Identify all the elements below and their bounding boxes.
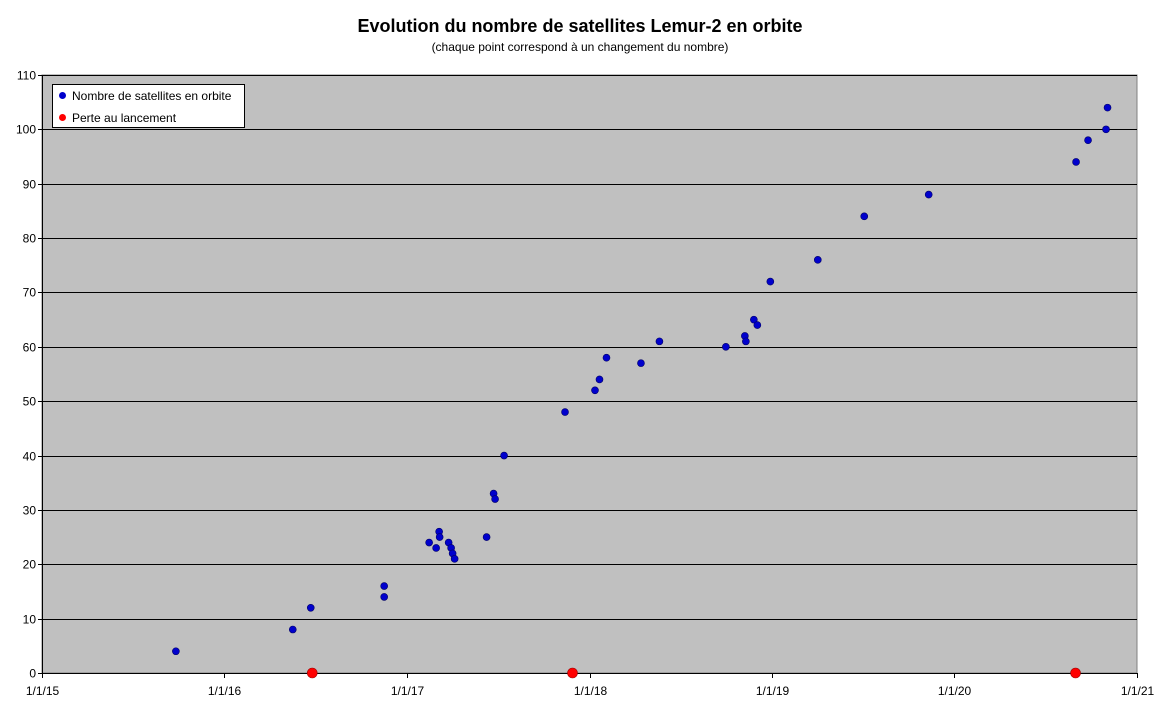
point-satellites-27	[753, 321, 762, 329]
point-satellites-20	[602, 353, 611, 362]
legend-swatch-satellites	[59, 92, 66, 100]
point-satellites-22	[655, 337, 664, 346]
point-satellites-31	[924, 190, 933, 199]
legend-entry-satellites: Nombre de satellites en orbite	[59, 88, 231, 104]
x-tick-label-6: 1/1/21	[1121, 684, 1155, 698]
point-satellites-19	[595, 375, 604, 384]
chart-subtitle: (chaque point correspond à un changement…	[431, 40, 729, 54]
point-satellites-1	[288, 625, 297, 634]
x-tick-label-4: 1/1/19	[756, 684, 790, 698]
gridlines	[42, 75, 1137, 620]
y-tick-label-20: 20	[23, 558, 37, 572]
point-satellites-18	[591, 386, 599, 395]
point-satellites-15	[491, 495, 499, 503]
point-satellites-29	[813, 256, 822, 264]
point-satellites-28	[766, 277, 775, 286]
plot-area	[41, 74, 1138, 674]
point-launch-loss-0	[306, 667, 318, 679]
y-tick-label-40: 40	[23, 450, 37, 464]
point-satellites-35	[1103, 103, 1112, 112]
y-tick-label-100: 100	[16, 123, 36, 137]
point-satellites-34	[1102, 125, 1110, 134]
point-launch-loss-2	[1070, 667, 1081, 679]
legend-label-launch-loss: Perte au lancement	[72, 111, 177, 125]
point-satellites-5	[425, 538, 433, 547]
legend-label-satellites: Nombre de satellites en orbite	[72, 89, 232, 103]
point-satellites-16	[500, 451, 508, 460]
y-tick-label-30: 30	[23, 504, 37, 518]
point-satellites-13	[482, 533, 491, 541]
point-satellites-4	[380, 582, 388, 590]
legend-swatch-launch-loss	[59, 114, 66, 122]
point-satellites-23	[722, 343, 730, 351]
point-satellites-6	[432, 544, 440, 552]
y-tick-label-60: 60	[23, 341, 37, 355]
legend: Nombre de satellites en orbite Perte au …	[52, 84, 245, 128]
point-satellites-33	[1084, 136, 1092, 145]
y-tick-label-90: 90	[23, 178, 37, 192]
x-tick-label-1: 1/1/16	[208, 684, 242, 698]
y-tick-label-50: 50	[23, 395, 37, 409]
point-satellites-12	[450, 555, 459, 563]
x-tick-label-0: 1/1/15	[26, 684, 60, 698]
y-tick-label-10: 10	[23, 613, 37, 627]
point-satellites-32	[1072, 158, 1080, 166]
point-satellites-26	[750, 315, 758, 324]
point-satellites-17	[561, 408, 569, 416]
legend-entry-launch-loss: Perte au lancement	[59, 110, 176, 126]
data-points	[172, 103, 1112, 679]
x-tick-label-5: 1/1/20	[938, 684, 972, 698]
point-satellites-21	[637, 359, 645, 367]
y-tick-label-110: 110	[17, 69, 36, 83]
chart-title: Evolution du nombre de satellites Lemur-…	[357, 16, 803, 36]
y-tick-label-70: 70	[23, 286, 37, 300]
point-satellites-8	[435, 533, 444, 541]
point-satellites-3	[380, 593, 388, 601]
point-satellites-0	[172, 647, 180, 656]
y-tick-label-80: 80	[23, 232, 37, 246]
point-launch-loss-1	[567, 667, 578, 679]
x-tick-label-2: 1/1/17	[391, 684, 425, 698]
y-tick-label-0: 0	[29, 667, 36, 681]
x-tick-label-3: 1/1/18	[574, 684, 608, 698]
axes: 0 10 20 30 40 50 60 70 80 90 100 110 1/1/15 1/1/16 1/1…	[16, 69, 1155, 699]
point-satellites-2	[306, 603, 315, 612]
point-satellites-25	[742, 337, 750, 346]
point-satellites-30	[860, 212, 869, 221]
